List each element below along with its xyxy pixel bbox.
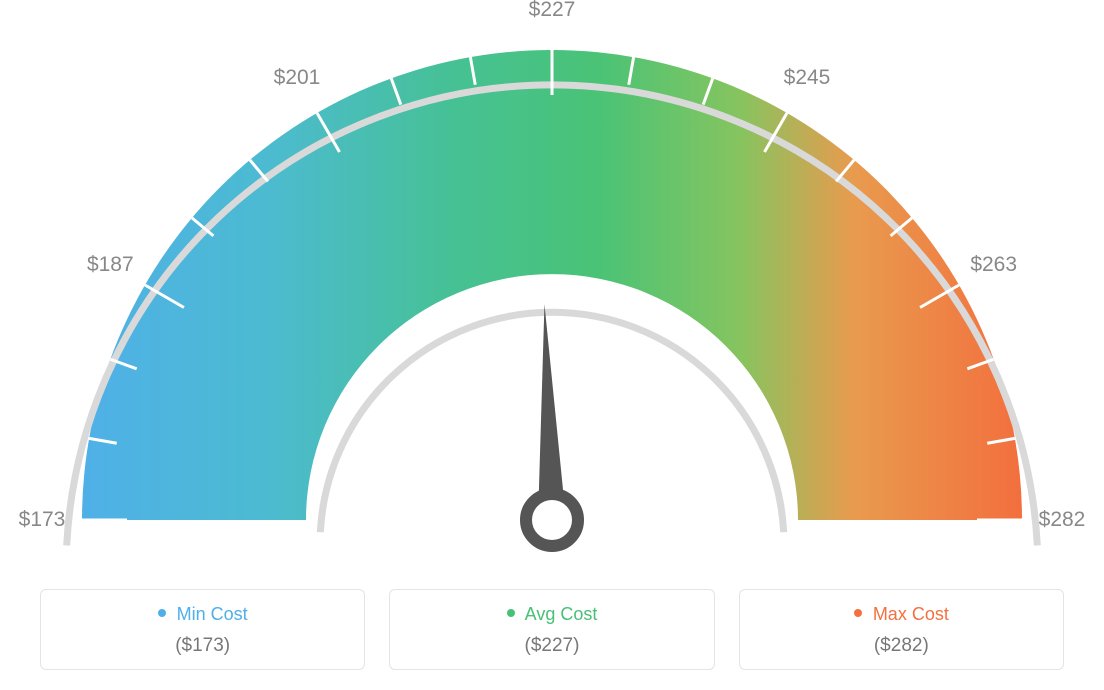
chart-container: $173 $187 $201 $227 $245 $263 $282 Min Cost ($… (0, 0, 1104, 690)
legend-value-min: ($173) (49, 635, 356, 657)
legend-title-max: Max Cost (748, 604, 1055, 625)
tick-label: $187 (87, 253, 134, 277)
legend-row: Min Cost ($173) Avg Cost ($227) Max Cost… (40, 589, 1064, 670)
tick-label: $245 (784, 66, 831, 90)
tick-label: $263 (970, 253, 1017, 277)
legend-title-avg: Avg Cost (398, 604, 705, 625)
legend-title-avg-text: Avg Cost (525, 604, 598, 624)
legend-title-min-text: Min Cost (177, 604, 248, 624)
legend-card-max: Max Cost ($282) (739, 589, 1064, 670)
legend-card-min: Min Cost ($173) (40, 589, 365, 670)
legend-title-max-text: Max Cost (873, 604, 949, 624)
tick-label: $201 (274, 66, 321, 90)
legend-card-avg: Avg Cost ($227) (389, 589, 714, 670)
dot-max (854, 609, 862, 617)
legend-value-avg: ($227) (398, 635, 705, 657)
dot-min (158, 609, 166, 617)
gauge-area: $173 $187 $201 $227 $245 $263 $282 (0, 0, 1104, 570)
tick-label: $173 (19, 508, 66, 532)
tick-label: $227 (529, 0, 576, 22)
legend-value-max: ($282) (748, 635, 1055, 657)
dot-avg (507, 609, 515, 617)
gauge-svg (0, 0, 1104, 570)
legend-title-min: Min Cost (49, 604, 356, 625)
tick-label: $282 (1039, 508, 1086, 532)
